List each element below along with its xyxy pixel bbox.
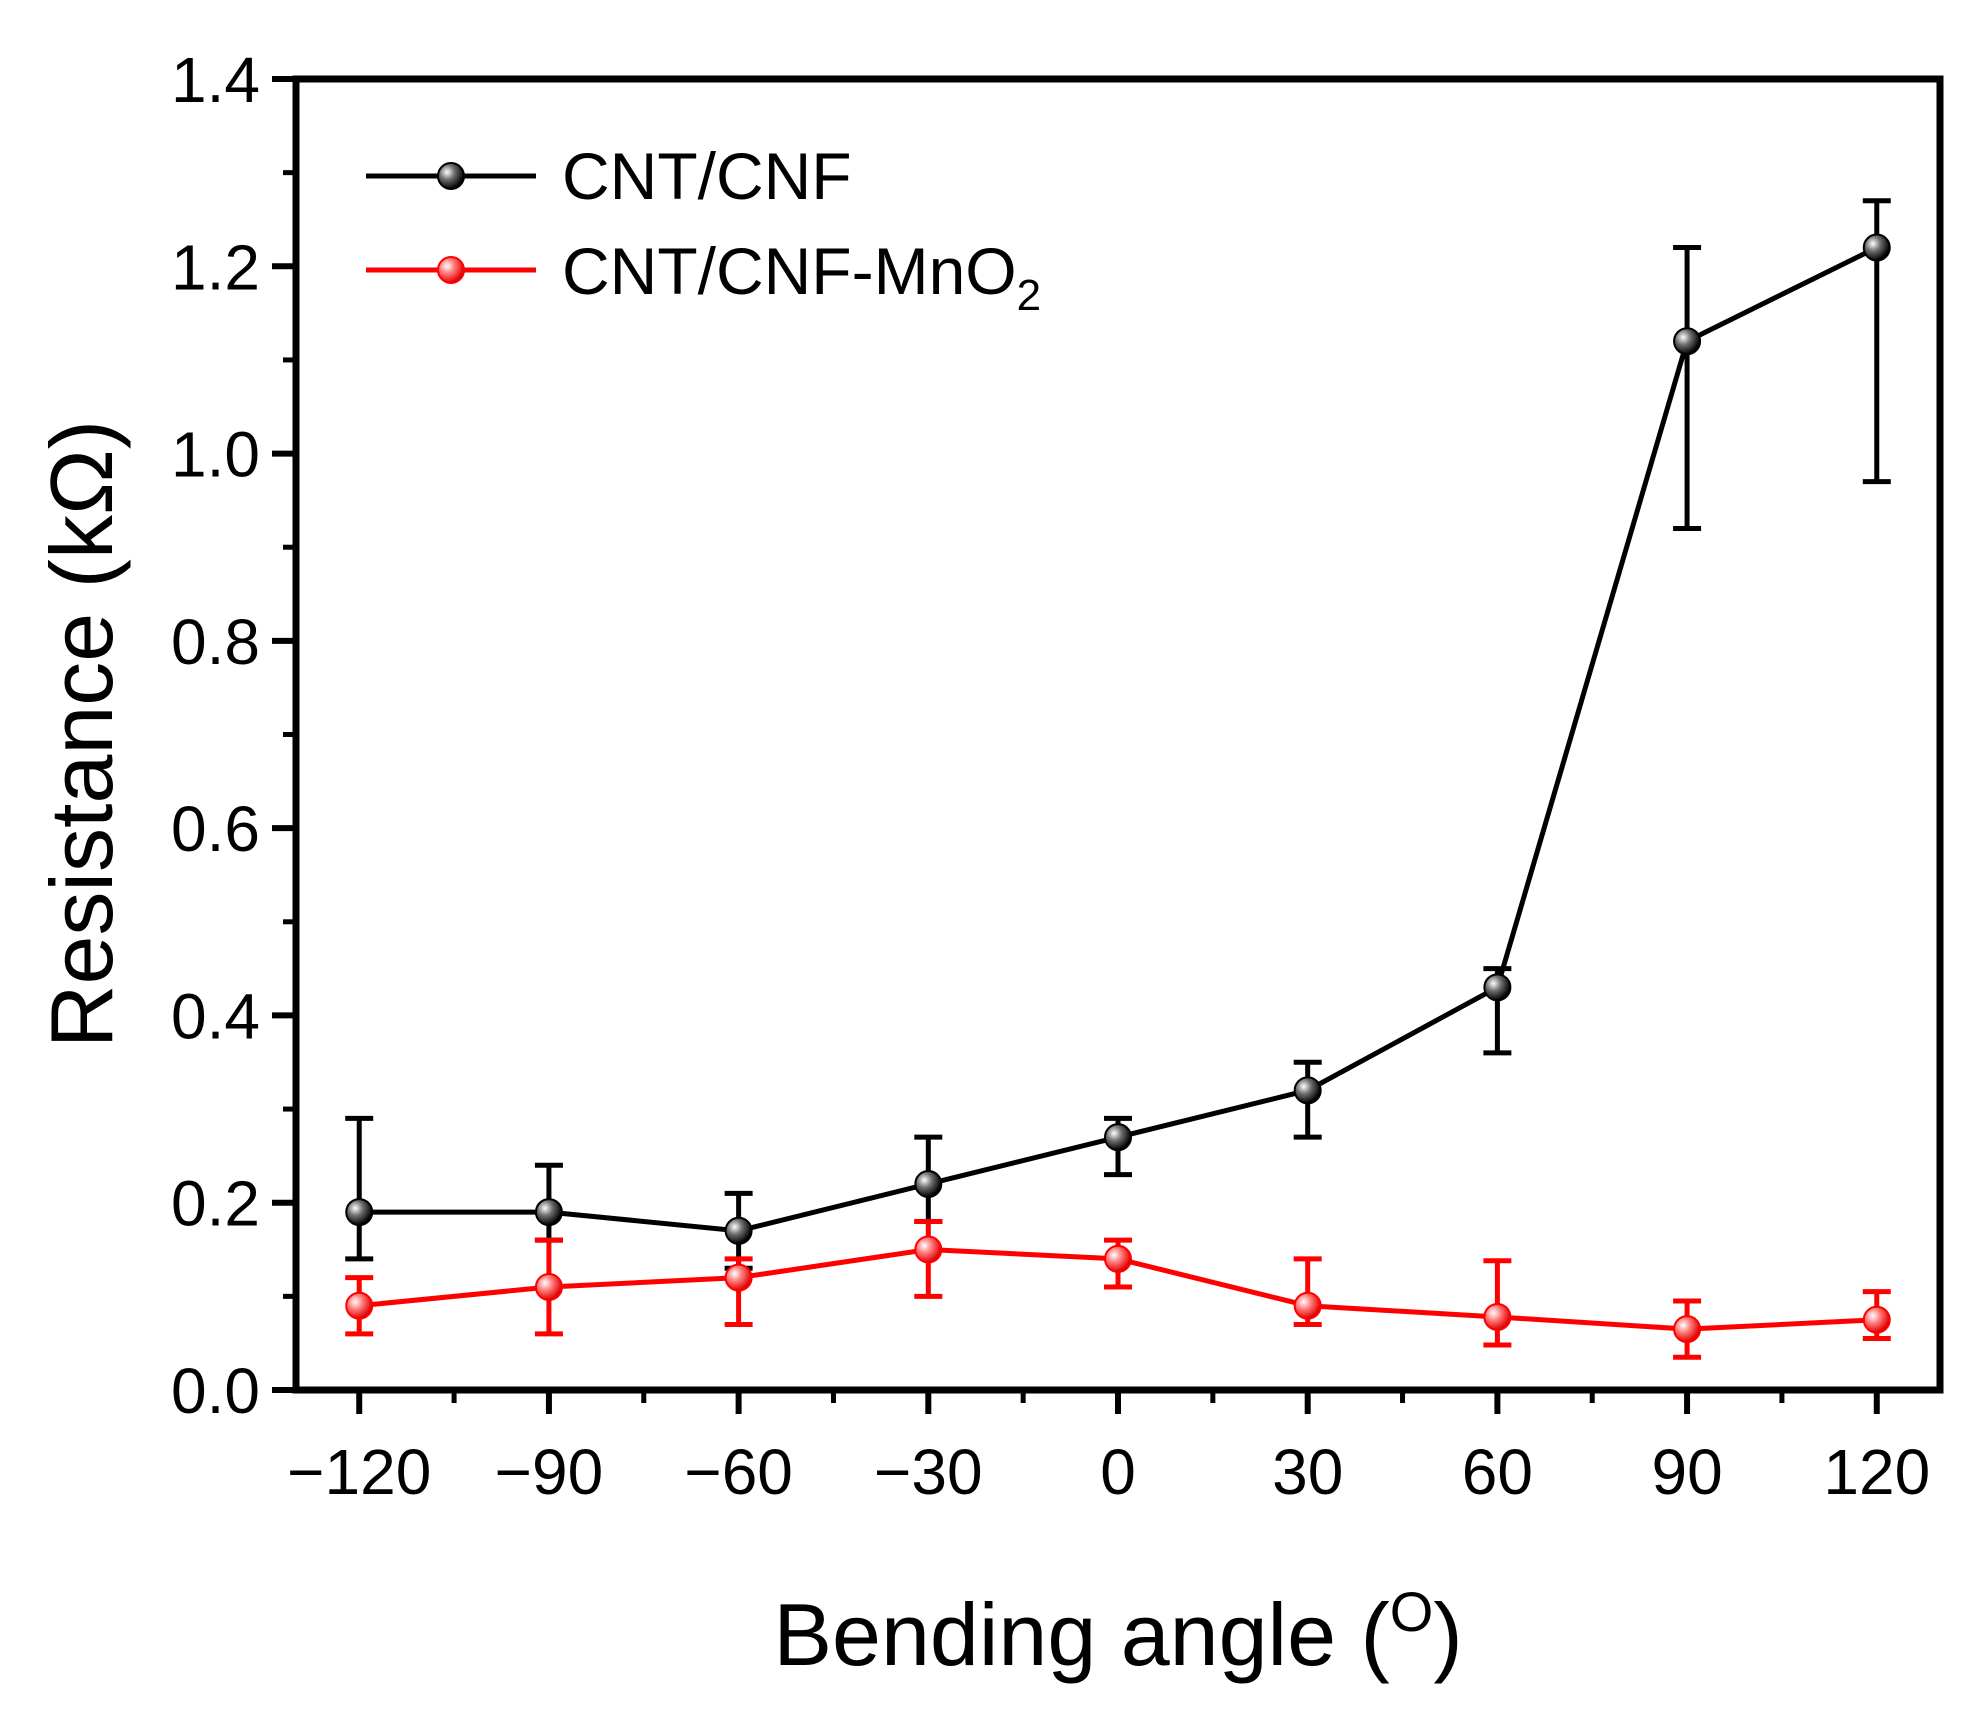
data-point [724, 1263, 753, 1292]
legend-label-cnt-cnf-mno2: CNT/CNF-MnO2 [562, 234, 1041, 320]
y-tick-label: 0.0 [171, 1355, 260, 1427]
y-tick-label: 1.2 [171, 231, 260, 303]
y-tick-label: 0.4 [171, 980, 260, 1052]
data-point [1673, 1315, 1702, 1344]
data-point [345, 1198, 374, 1227]
y-axis-title: Resistance (kΩ) [32, 420, 131, 1048]
y-axis-ticks: 0.0 0.2 0.4 0.6 0.8 1.0 1.2 1.4 [171, 44, 296, 1427]
data-point [724, 1216, 753, 1245]
x-axis-title-close-paren: ) [1433, 1585, 1462, 1684]
x-axis-title: Bending angle (O) [773, 1580, 1462, 1684]
legend: CNT/CNF CNT/CNF-MnO2 [366, 139, 1041, 320]
x-tick-label: −30 [874, 1436, 983, 1508]
x-tick-label: 120 [1823, 1436, 1930, 1508]
y-tick-label: 1.4 [171, 44, 260, 116]
x-tick-label: 90 [1651, 1436, 1722, 1508]
data-point [345, 1291, 374, 1320]
series-line [359, 245, 1878, 1234]
x-axis-title-text: Bending angle [773, 1585, 1336, 1684]
data-point [914, 1235, 943, 1264]
x-tick-label: 30 [1272, 1436, 1343, 1508]
y-tick-label: 1.0 [171, 419, 260, 491]
x-tick-label: −120 [287, 1436, 431, 1508]
legend-label-cnt-cnf-mno2-sub: 2 [1017, 271, 1041, 320]
y-tick-label: 0.8 [171, 606, 260, 678]
legend-marker-cnt-cnf [437, 162, 465, 190]
y-tick-label: 0.2 [171, 1168, 260, 1240]
x-tick-label: −60 [684, 1436, 793, 1508]
series-cnt-cnf [345, 198, 1891, 1271]
data-point [1862, 233, 1891, 262]
x-tick-label: 0 [1100, 1436, 1136, 1508]
data-point [534, 1198, 563, 1227]
x-tick-label: −90 [495, 1436, 604, 1508]
series-layer [345, 198, 1891, 1360]
data-point [1293, 1076, 1322, 1105]
data-point [1293, 1291, 1322, 1320]
x-axis-title-unit: O [1390, 1580, 1434, 1643]
legend-label-cnt-cnf: CNT/CNF [562, 139, 852, 213]
x-axis-title-open-paren: ( [1336, 1585, 1390, 1684]
x-axis-ticks: −120 −90 −60 −30 0 30 60 90 120 [287, 1390, 1930, 1508]
data-point [1862, 1305, 1891, 1334]
data-point [1483, 1302, 1512, 1331]
y-tick-label: 0.6 [171, 793, 260, 865]
series-cnt-cnf-mno2 [345, 1218, 1891, 1360]
legend-label-cnt-cnf-mno2-main: CNT/CNF-MnO [562, 234, 1017, 308]
data-point [1104, 1123, 1132, 1152]
data-point [1483, 973, 1512, 1002]
data-point [534, 1272, 563, 1301]
legend-item-cnt-cnf-mno2: CNT/CNF-MnO2 [366, 234, 1041, 320]
x-tick-label: 60 [1462, 1436, 1533, 1508]
data-point [914, 1169, 943, 1198]
legend-item-cnt-cnf: CNT/CNF [366, 139, 852, 213]
data-point [1673, 327, 1702, 356]
plot-frame [292, 75, 1944, 1394]
data-point [1104, 1244, 1132, 1273]
legend-marker-cnt-cnf-mno2 [437, 256, 465, 284]
